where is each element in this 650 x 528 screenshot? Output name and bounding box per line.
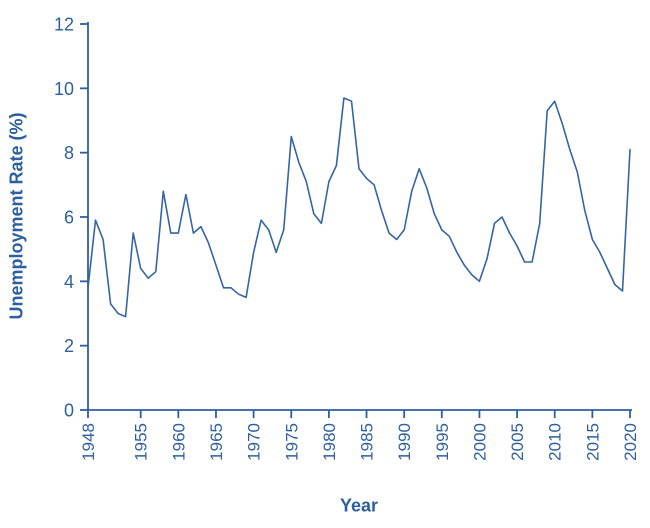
y-tick-label: 12 [54,15,74,35]
y-axis-title: Unemployment Rate (%) [6,112,27,320]
x-tick-label: 1955 [132,423,151,461]
x-tick-label: 1980 [320,423,339,461]
y-tick-label: 0 [64,401,74,421]
unemployment-rate-line [87,97,631,318]
y-tick-label: 6 [64,208,74,228]
x-axis-title: Year [339,495,379,516]
x-tick-label: 2020 [621,423,640,461]
y-tick-label: 8 [64,143,74,163]
x-tick-label: 1995 [433,423,452,461]
x-tick-label: 1990 [395,423,414,461]
x-tick-label: 2015 [583,423,602,461]
x-tick-label: 2000 [470,423,489,461]
y-tick-label: 10 [54,79,74,99]
x-tick-label: 1960 [169,423,188,461]
x-tick-label: 1965 [207,423,226,461]
x-tick-label: 2010 [546,423,565,461]
x-tick-label: 2005 [508,423,527,461]
y-tick-label: 2 [64,336,74,356]
x-tick-label: 1948 [79,423,98,461]
x-tick-label: 1970 [245,423,264,461]
x-tick-label: 1975 [282,423,301,461]
x-tick-label: 1985 [358,423,377,461]
y-tick-label: 4 [64,272,74,292]
